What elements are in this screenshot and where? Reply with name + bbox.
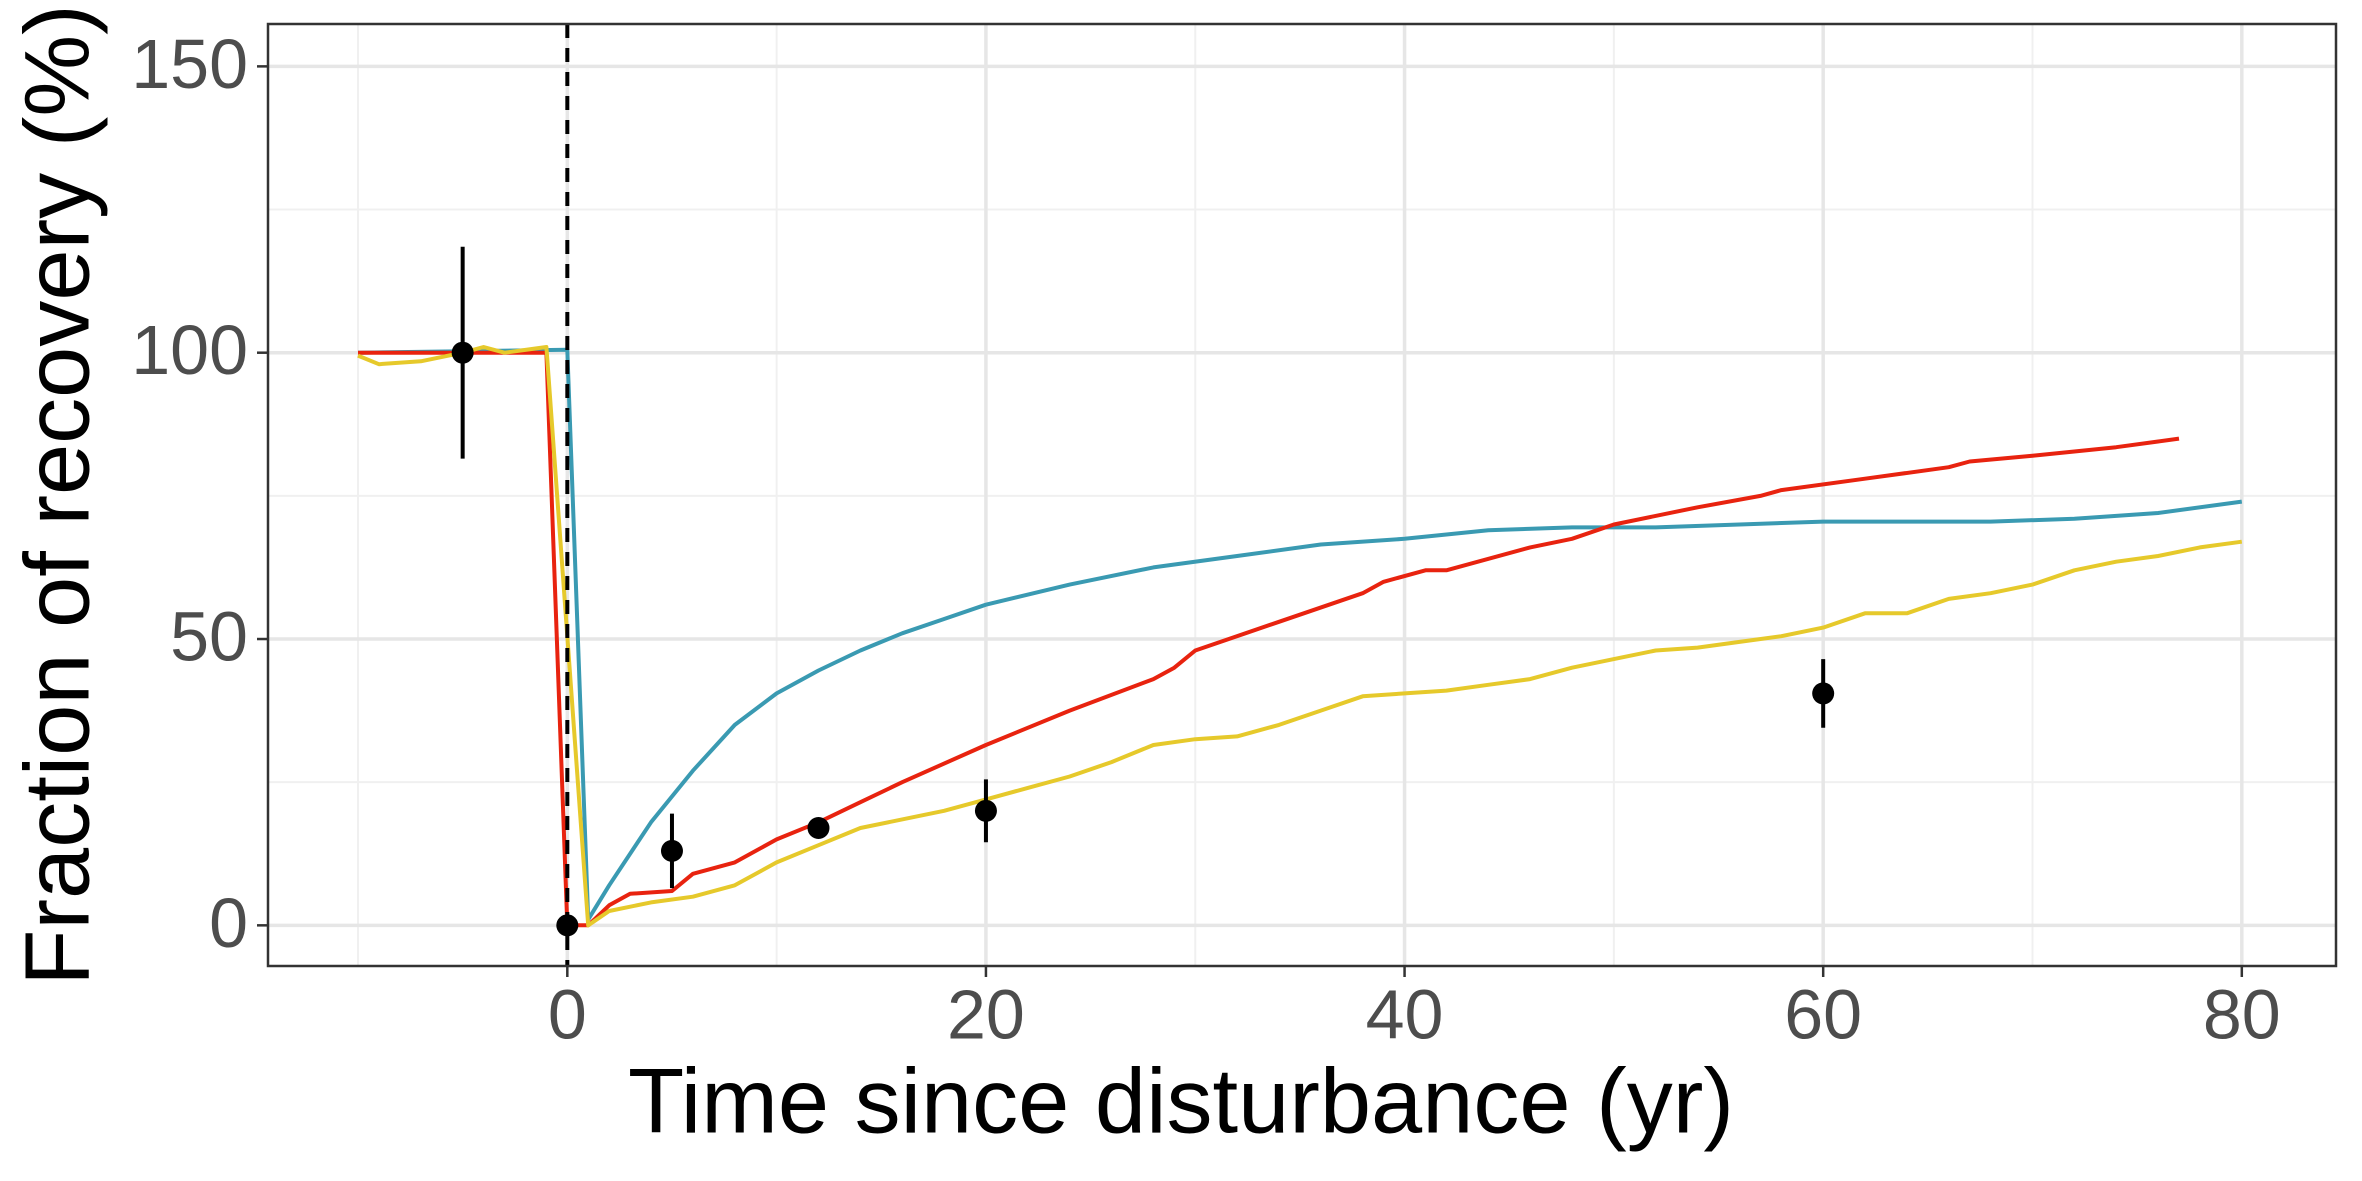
data-point	[807, 816, 830, 839]
series-line	[357, 345, 2243, 928]
panel-border	[266, 22, 2338, 968]
x-tick-label: 0	[548, 975, 587, 1053]
y-tick-label: 100	[131, 311, 248, 389]
x-axis-title: Time since disturbance (yr)	[628, 1050, 1734, 1152]
x-tick-label: 40	[1366, 975, 1444, 1053]
data-point	[974, 799, 997, 822]
series-line	[358, 350, 2180, 928]
y-tick-label: 150	[131, 25, 248, 103]
x-tick-label: 80	[2203, 975, 2281, 1053]
y-axis-title: Fraction of recovery (%)	[6, 4, 108, 986]
data-point	[556, 914, 579, 937]
data-point	[1812, 682, 1835, 705]
data-point	[451, 341, 474, 364]
series-line	[357, 347, 2243, 922]
x-tick-label: 20	[947, 975, 1025, 1053]
y-tick-label: 0	[209, 884, 248, 962]
x-tick-label: 60	[1784, 975, 1862, 1053]
data-point	[660, 839, 683, 862]
y-tick-label: 50	[170, 598, 248, 676]
